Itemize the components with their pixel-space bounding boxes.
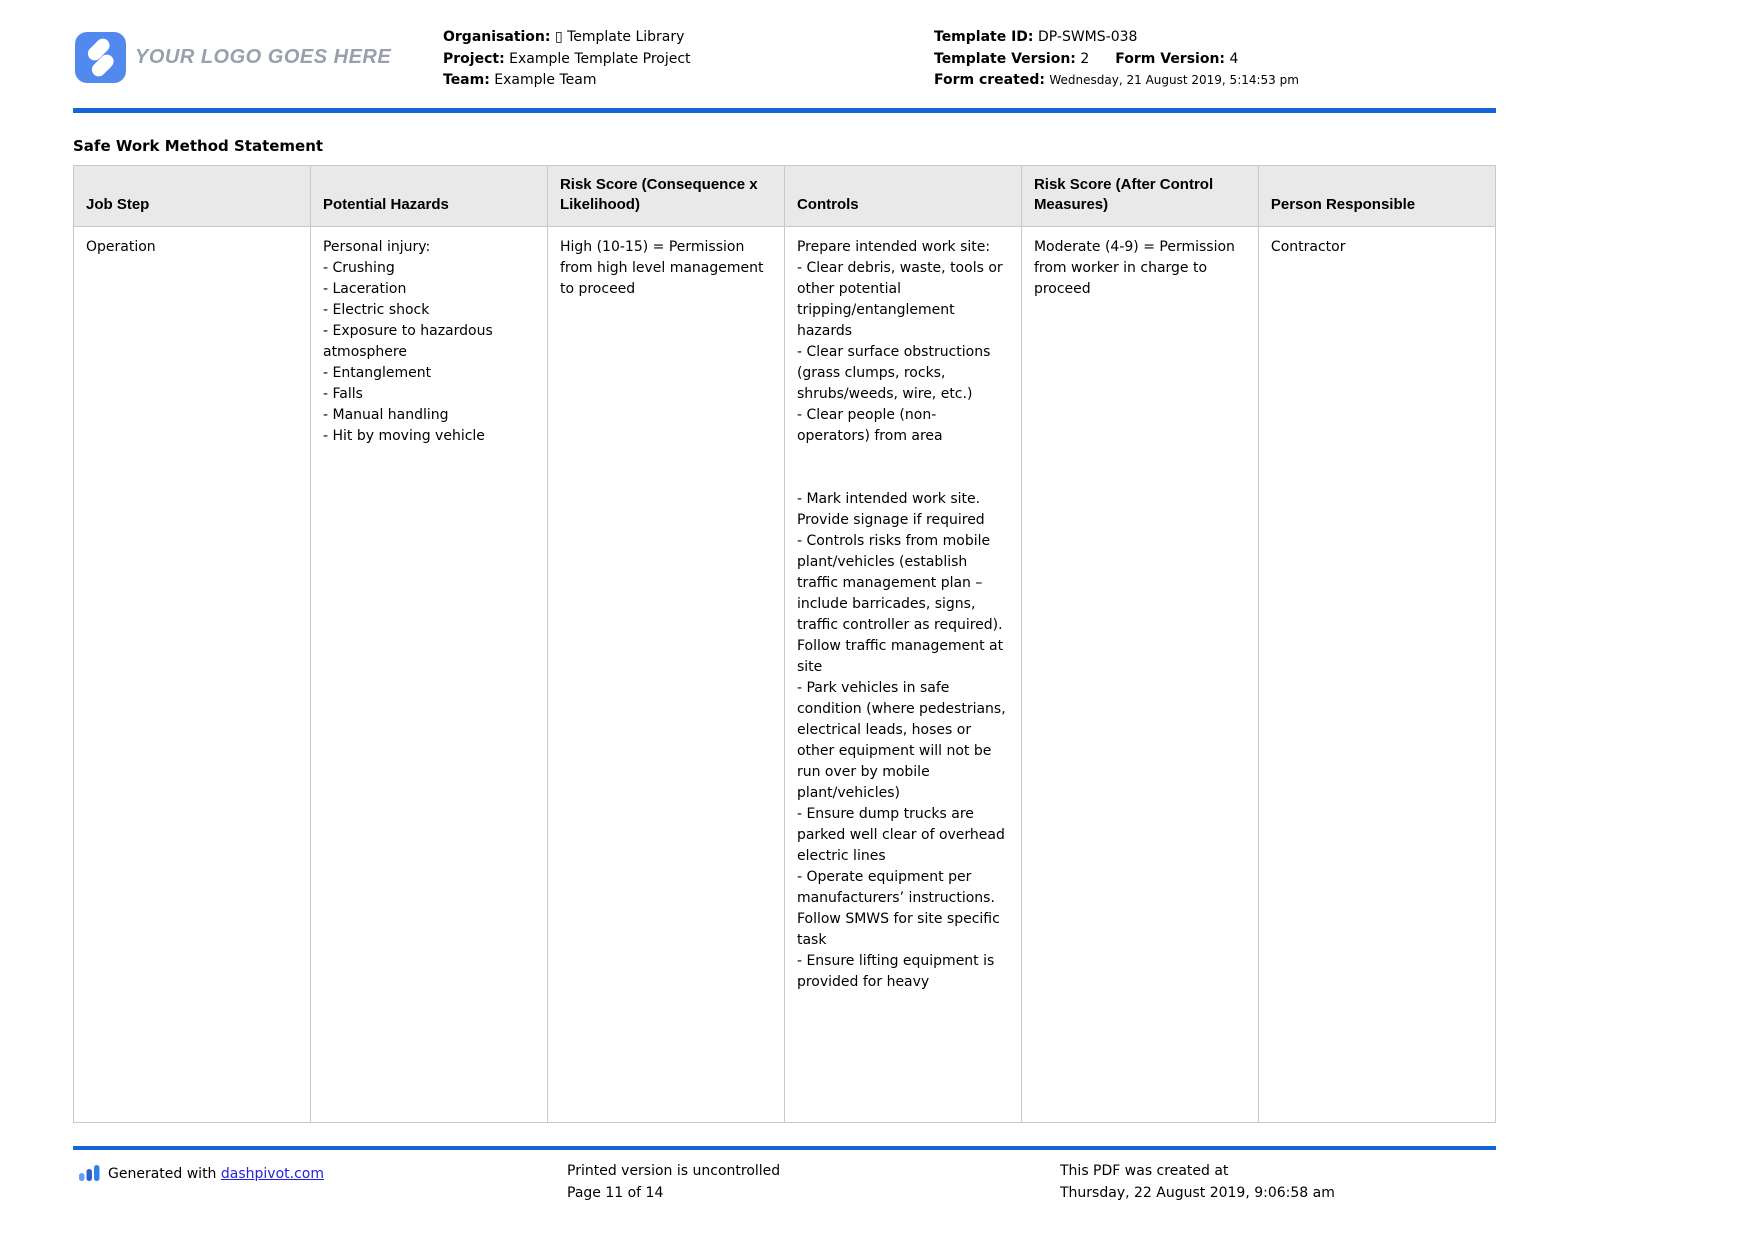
swms-table: Job Step Potential Hazards Risk Score (C…: [73, 165, 1497, 1123]
project-line: Project: Example Template Project: [443, 49, 691, 71]
form-created-value: Wednesday, 21 August 2019, 5:14:53 pm: [1049, 73, 1299, 87]
col-header-risk-score-after: Risk Score (After Control Measures): [1020, 165, 1259, 227]
organisation-value: ▯ Template Library: [554, 29, 685, 45]
col-header-potential-hazards: Potential Hazards: [309, 165, 548, 227]
footer-divider: [73, 1146, 1496, 1150]
col-header-person-responsible: Person Responsible: [1257, 165, 1497, 227]
generated-with-text: Generated with: [108, 1166, 217, 1182]
col-header-risk-score: Risk Score (Consequence x Likelihood): [546, 165, 785, 227]
header-info-right: Template ID: DP-SWMS-038 Template Versio…: [934, 27, 1299, 92]
form-version-value: 4: [1229, 50, 1239, 67]
dashpivot-bars-icon: [78, 1160, 101, 1188]
team-line: Team: Example Team: [443, 70, 691, 92]
logo-block: YOUR LOGO GOES HERE: [75, 32, 391, 83]
form-version-label: Form Version:: [1115, 50, 1226, 67]
company-logo-icon: [75, 32, 126, 83]
team-value: Example Team: [494, 72, 597, 88]
logo-placeholder-text: YOUR LOGO GOES HERE: [135, 46, 392, 68]
template-id-line: Template ID: DP-SWMS-038: [934, 27, 1299, 49]
cell-potential-hazards: Personal injury: - Crushing - Laceration…: [309, 226, 548, 1123]
template-id-value: DP-SWMS-038: [1037, 29, 1138, 45]
team-label: Team:: [443, 72, 490, 88]
template-id-label: Template ID:: [934, 29, 1034, 45]
cell-person-responsible: Contractor: [1257, 226, 1497, 1123]
col-header-controls: Controls: [783, 165, 1022, 227]
template-version-label: Template Version:: [934, 50, 1076, 67]
cell-job-step: Operation: [73, 226, 311, 1123]
page-title: Safe Work Method Statement: [73, 137, 324, 155]
cell-risk-score-after: Moderate (4-9) = Permission from worker …: [1020, 226, 1259, 1123]
col-header-job-step: Job Step: [73, 165, 311, 227]
table-row: Operation Personal injury: - Crushing - …: [73, 226, 1497, 1123]
form-created-line: Form created: Wednesday, 21 August 2019,…: [934, 70, 1299, 92]
pdf-created-label: This PDF was created at: [1060, 1163, 1229, 1179]
header-info-left: Organisation: ▯ Template Library Project…: [443, 27, 691, 92]
project-label: Project:: [443, 50, 505, 67]
pdf-created-timestamp: Thursday, 22 August 2019, 9:06:58 am: [1060, 1185, 1335, 1201]
organisation-label: Organisation:: [443, 29, 551, 45]
footer-generated: Generated with dashpivot.com: [78, 1160, 324, 1188]
organisation-line: Organisation: ▯ Template Library: [443, 27, 691, 49]
template-version-value: 2: [1080, 50, 1090, 67]
form-created-label: Form created:: [934, 72, 1045, 88]
dashpivot-link[interactable]: dashpivot.com: [220, 1166, 324, 1182]
cell-risk-score: High (10-15) = Permission from high leve…: [546, 226, 785, 1123]
footer-page-info: Printed version is uncontrolled Page 11 …: [567, 1160, 780, 1204]
table-header-row: Job Step Potential Hazards Risk Score (C…: [73, 165, 1497, 227]
footer-created-info: This PDF was created at Thursday, 22 Aug…: [1060, 1160, 1335, 1204]
project-value: Example Template Project: [509, 50, 691, 67]
versions-line: Template Version: 2 Form Version: 4: [934, 49, 1299, 71]
printed-version-note: Printed version is uncontrolled: [567, 1163, 781, 1179]
cell-controls: Prepare intended work site: - Clear debr…: [783, 226, 1022, 1123]
page-number: Page 11 of 14: [567, 1185, 664, 1201]
header-divider: [73, 108, 1496, 113]
